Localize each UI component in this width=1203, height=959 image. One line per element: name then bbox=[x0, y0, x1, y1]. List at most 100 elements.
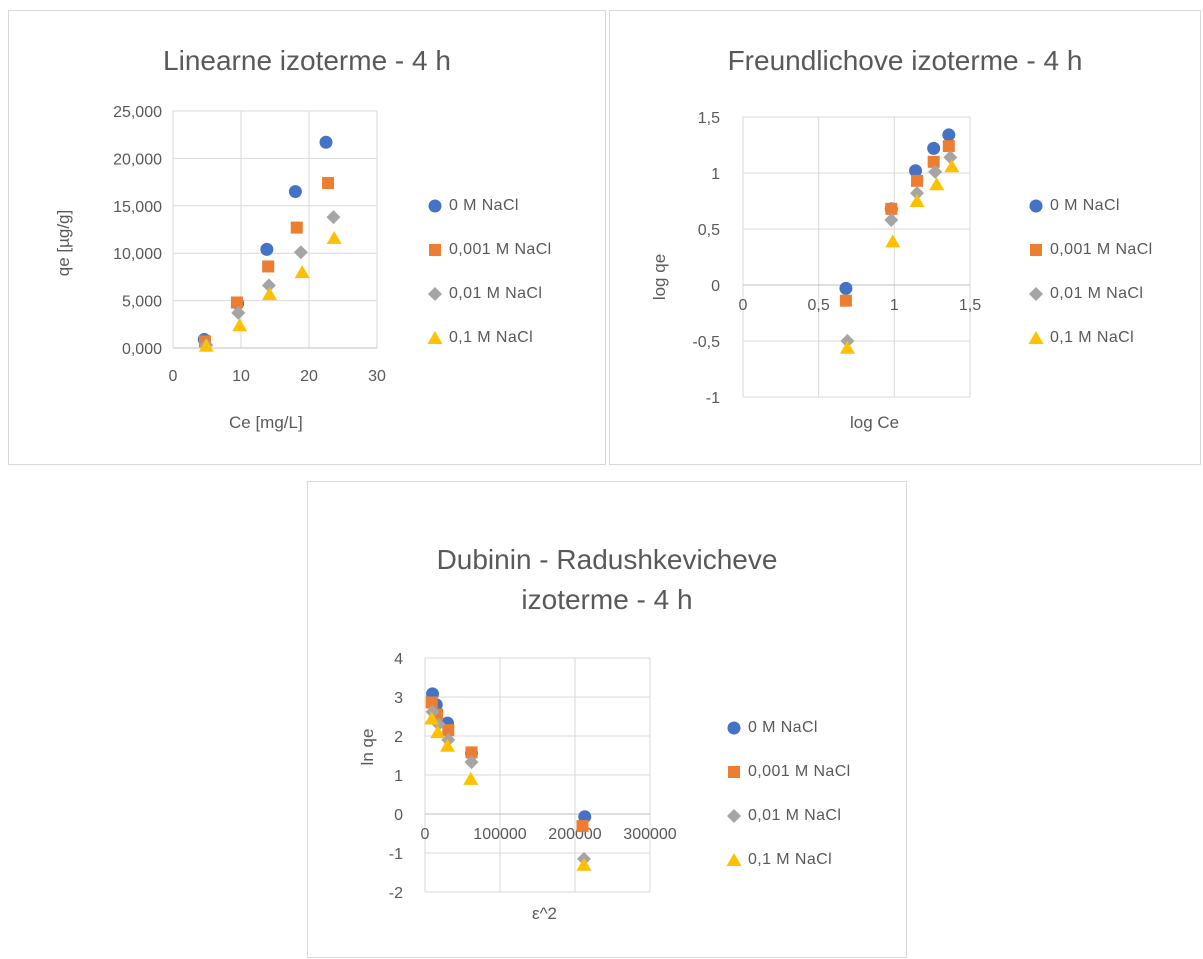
y-tick-label: 5,000 bbox=[122, 294, 162, 311]
freundlich-chart-panel: Freundlichove izoterme - 4 h -1 -0,5 0 0,5 1… bbox=[609, 10, 1201, 465]
data-point bbox=[260, 242, 274, 256]
legend-label: 0,001 M NaCl bbox=[449, 241, 552, 258]
data-point bbox=[839, 340, 855, 354]
chart-plot: -1 -0,5 0 0,5 1 1,5 0 0,5 1 1,5 bbox=[692, 110, 981, 407]
legend-marker bbox=[429, 244, 441, 256]
y-tick-label: 3 bbox=[394, 690, 403, 707]
data-point bbox=[884, 213, 899, 228]
data-point bbox=[198, 338, 214, 352]
data-point bbox=[839, 281, 853, 295]
y-axis-label: ln qe bbox=[358, 728, 377, 766]
y-tick-label: 1,5 bbox=[698, 110, 720, 127]
data-point bbox=[262, 260, 275, 273]
legend-item: 0,001 M NaCl bbox=[427, 239, 552, 261]
data-point bbox=[943, 150, 958, 165]
data-point bbox=[425, 696, 438, 709]
legend-marker bbox=[1028, 331, 1044, 344]
data-point bbox=[928, 164, 943, 179]
x-tick-label: 10 bbox=[232, 368, 250, 385]
legend-label: 0,01 M NaCl bbox=[1050, 285, 1144, 302]
y-axis-label: log qe bbox=[650, 253, 669, 301]
data-point bbox=[442, 724, 455, 737]
data-point bbox=[322, 177, 335, 190]
data-point bbox=[261, 278, 276, 293]
legend-marker bbox=[428, 287, 442, 301]
x-axis-label: log Ce bbox=[850, 413, 900, 432]
x-tick-label: 0 bbox=[421, 826, 430, 843]
data-point bbox=[885, 202, 898, 215]
data-point bbox=[290, 221, 303, 234]
chart-title: Dubinin - Radushkevicheve izoterme - 4 h bbox=[436, 544, 778, 615]
data-point bbox=[909, 164, 923, 178]
legend-label: 0,01 M NaCl bbox=[748, 807, 842, 824]
y-tick-label: -1 bbox=[706, 390, 720, 407]
legend-label: 0,1 M NaCl bbox=[748, 851, 833, 868]
data-point bbox=[430, 725, 446, 739]
legend-item: 0,1 M NaCl bbox=[1028, 327, 1134, 349]
data-point bbox=[929, 177, 945, 191]
y-tick-label: 0 bbox=[394, 807, 403, 824]
x-tick-label: 20 bbox=[300, 368, 318, 385]
legend-item: 0,001 M NaCl bbox=[726, 761, 851, 783]
data-point bbox=[910, 186, 925, 201]
x-tick-label: 1,5 bbox=[959, 297, 981, 314]
legend-item: 0,01 M NaCl bbox=[427, 283, 542, 305]
legend-item: 0 M NaCl bbox=[1028, 195, 1120, 217]
data-point bbox=[464, 755, 479, 770]
legend-item: 0 M NaCl bbox=[427, 195, 519, 217]
data-point bbox=[440, 738, 455, 752]
y-tick-label: -2 bbox=[389, 885, 403, 902]
data-point bbox=[465, 746, 478, 759]
chart-plot: -2 -1 0 1 2 3 4 0 100000 200000 300000 bbox=[389, 651, 677, 902]
data-point bbox=[230, 296, 243, 309]
x-tick-label: 100000 bbox=[473, 826, 526, 843]
legend-marker bbox=[726, 853, 742, 866]
legend-item: 0,01 M NaCl bbox=[726, 805, 841, 827]
data-point bbox=[231, 305, 246, 320]
chart-plot: 0,000 5,000 10,000 15,000 20,000 25,000 0 10 20 3… bbox=[113, 104, 386, 385]
data-point bbox=[326, 231, 342, 245]
data-point bbox=[326, 210, 341, 225]
data-point bbox=[911, 174, 924, 187]
data-point bbox=[578, 810, 592, 824]
legend-label: 0,001 M NaCl bbox=[1050, 241, 1153, 258]
data-point bbox=[576, 857, 592, 871]
legend-label: 0 M NaCl bbox=[748, 719, 818, 736]
legend-label: 0,1 M NaCl bbox=[449, 329, 534, 346]
x-tick-label: 300000 bbox=[623, 826, 676, 843]
legend-label: 0,001 M NaCl bbox=[748, 763, 851, 780]
x-tick-label: 0,5 bbox=[808, 297, 830, 314]
data-point bbox=[288, 185, 302, 199]
y-tick-label: 1 bbox=[394, 768, 403, 785]
x-axis-label: Ce [mg/L] bbox=[229, 413, 303, 432]
x-tick-label: 200000 bbox=[548, 826, 601, 843]
legend-item: 0,001 M NaCl bbox=[1028, 239, 1153, 261]
data-point bbox=[942, 128, 956, 142]
data-point bbox=[294, 265, 310, 279]
legend-item: 0 M NaCl bbox=[726, 717, 818, 739]
legend-item: 0,1 M NaCl bbox=[427, 327, 533, 349]
data-point bbox=[944, 159, 960, 173]
x-tick-label: 0 bbox=[739, 297, 748, 314]
y-tick-label: 2 bbox=[394, 729, 403, 746]
legend-marker bbox=[1029, 199, 1043, 213]
data-point bbox=[927, 155, 940, 168]
legend-label: 0,1 M NaCl bbox=[1050, 329, 1135, 346]
legend-label: 0 M NaCl bbox=[1050, 197, 1120, 214]
y-tick-label: 10,000 bbox=[113, 246, 162, 263]
data-point bbox=[441, 732, 456, 747]
x-tick-label: 1 bbox=[890, 297, 899, 314]
y-tick-label: 25,000 bbox=[113, 104, 162, 121]
y-tick-label: 0 bbox=[711, 278, 720, 295]
y-tick-label: 20,000 bbox=[113, 151, 162, 168]
y-tick-label: 1 bbox=[711, 166, 720, 183]
legend-marker bbox=[727, 809, 741, 823]
data-point bbox=[463, 771, 479, 785]
x-axis-label: ε^2 bbox=[532, 904, 558, 923]
dubinin-chart-panel: Dubinin - Radushkevicheve izoterme - 4 h… bbox=[307, 481, 907, 958]
x-tick-label: 30 bbox=[368, 368, 386, 385]
y-tick-label: 15,000 bbox=[113, 199, 162, 216]
legend-label: 0,01 M NaCl bbox=[449, 285, 543, 302]
data-point bbox=[927, 141, 941, 155]
data-point bbox=[576, 820, 589, 833]
